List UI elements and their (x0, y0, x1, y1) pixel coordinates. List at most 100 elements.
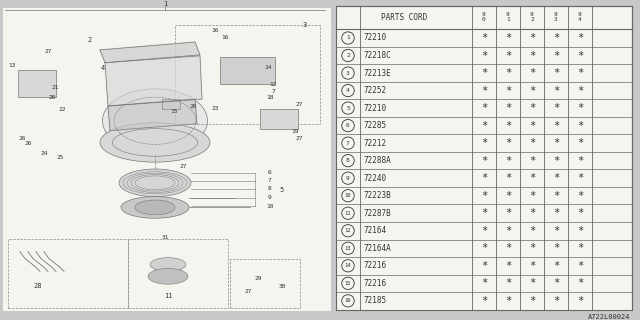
Text: *: * (529, 296, 535, 306)
Text: *: * (529, 226, 535, 236)
Text: *: * (481, 243, 487, 253)
Text: *: * (553, 51, 559, 60)
Text: *: * (553, 243, 559, 253)
Text: 18: 18 (266, 95, 274, 100)
Text: *: * (481, 138, 487, 148)
Text: *: * (505, 68, 511, 78)
Text: *: * (577, 138, 583, 148)
Text: *: * (481, 296, 487, 306)
Text: *: * (505, 226, 511, 236)
Text: *: * (529, 173, 535, 183)
Text: *: * (529, 208, 535, 218)
Text: 26: 26 (189, 103, 196, 108)
Text: 26: 26 (19, 136, 26, 141)
Text: *: * (529, 33, 535, 43)
Text: *: * (481, 51, 487, 60)
Text: 11: 11 (164, 293, 172, 299)
Text: 9
1: 9 1 (506, 12, 510, 22)
Text: 3: 3 (346, 70, 350, 76)
Text: *: * (553, 121, 559, 131)
Text: *: * (529, 243, 535, 253)
Text: *: * (505, 261, 511, 271)
Text: 16: 16 (211, 28, 219, 33)
Text: *: * (577, 68, 583, 78)
Text: *: * (481, 156, 487, 166)
Text: *: * (577, 33, 583, 43)
Text: 15: 15 (170, 109, 178, 115)
Polygon shape (105, 56, 202, 106)
Text: 72210: 72210 (363, 104, 386, 113)
Text: *: * (505, 208, 511, 218)
Text: 72210: 72210 (363, 34, 386, 43)
Text: 72288A: 72288A (363, 156, 391, 165)
Bar (128, 239, 228, 308)
Ellipse shape (102, 89, 207, 153)
Bar (8, 239, 128, 308)
Text: 72240: 72240 (363, 174, 386, 183)
Text: 23: 23 (211, 107, 219, 111)
Text: *: * (577, 103, 583, 113)
Text: *: * (577, 191, 583, 201)
Bar (260, 109, 298, 129)
Text: *: * (505, 51, 511, 60)
Text: *: * (553, 103, 559, 113)
Text: 25: 25 (56, 155, 64, 160)
Text: 2: 2 (88, 37, 92, 43)
Text: *: * (553, 226, 559, 236)
Text: *: * (553, 296, 559, 306)
Text: 72164: 72164 (363, 226, 386, 235)
Text: *: * (529, 138, 535, 148)
Text: *: * (577, 208, 583, 218)
Text: 9: 9 (268, 195, 272, 200)
Text: 4: 4 (101, 65, 105, 71)
Text: 72213E: 72213E (363, 68, 391, 77)
Text: *: * (529, 191, 535, 201)
Text: *: * (505, 191, 511, 201)
Ellipse shape (135, 200, 175, 215)
Text: 72218C: 72218C (363, 51, 391, 60)
Text: *: * (481, 278, 487, 288)
Text: 72287B: 72287B (363, 209, 391, 218)
Text: *: * (505, 121, 511, 131)
Text: 13: 13 (8, 63, 16, 68)
Text: 72185: 72185 (363, 296, 386, 305)
Text: *: * (481, 85, 487, 96)
Text: 2: 2 (346, 53, 350, 58)
Text: 72252: 72252 (363, 86, 386, 95)
Text: *: * (529, 156, 535, 166)
Text: 5: 5 (280, 187, 284, 193)
Text: *: * (505, 85, 511, 96)
Text: *: * (577, 261, 583, 271)
Bar (18, 69, 56, 97)
Text: 7: 7 (271, 89, 275, 94)
Bar (3, 8, 331, 311)
Text: 28: 28 (34, 283, 42, 289)
Text: *: * (481, 121, 487, 131)
Text: 9
0: 9 0 (482, 12, 486, 22)
Text: 27: 27 (179, 164, 187, 169)
Text: *: * (505, 278, 511, 288)
Bar (175, 25, 320, 124)
Text: 31: 31 (161, 236, 169, 240)
Text: 29: 29 (254, 276, 262, 281)
Text: 22: 22 (58, 108, 66, 112)
Text: *: * (577, 296, 583, 306)
Text: 30: 30 (278, 284, 285, 289)
Ellipse shape (119, 169, 191, 196)
Text: *: * (577, 226, 583, 236)
Text: 6: 6 (346, 123, 350, 128)
Text: *: * (529, 121, 535, 131)
Polygon shape (100, 42, 200, 63)
Text: *: * (529, 261, 535, 271)
Bar (162, 99, 180, 109)
Text: *: * (481, 261, 487, 271)
Text: *: * (481, 103, 487, 113)
Text: 9: 9 (346, 176, 350, 181)
Text: *: * (481, 68, 487, 78)
Text: *: * (529, 85, 535, 96)
Text: *: * (481, 173, 487, 183)
Ellipse shape (100, 123, 210, 162)
Text: 16: 16 (221, 35, 228, 40)
Text: *: * (505, 243, 511, 253)
Text: *: * (505, 138, 511, 148)
